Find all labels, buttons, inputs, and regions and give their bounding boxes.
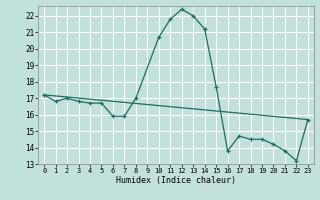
X-axis label: Humidex (Indice chaleur): Humidex (Indice chaleur) xyxy=(116,176,236,185)
